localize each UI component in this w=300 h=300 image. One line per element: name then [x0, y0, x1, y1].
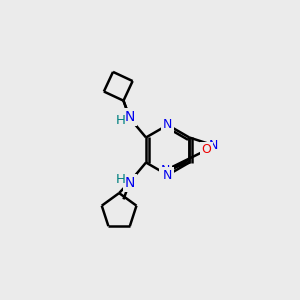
Text: N: N [125, 176, 135, 190]
Text: N: N [163, 169, 172, 182]
Text: H: H [116, 114, 125, 127]
Text: N: N [208, 139, 218, 152]
Text: N: N [163, 118, 172, 131]
Text: N: N [161, 164, 170, 177]
Text: H: H [116, 173, 125, 186]
Text: N: N [125, 110, 135, 124]
Text: O: O [202, 143, 212, 157]
